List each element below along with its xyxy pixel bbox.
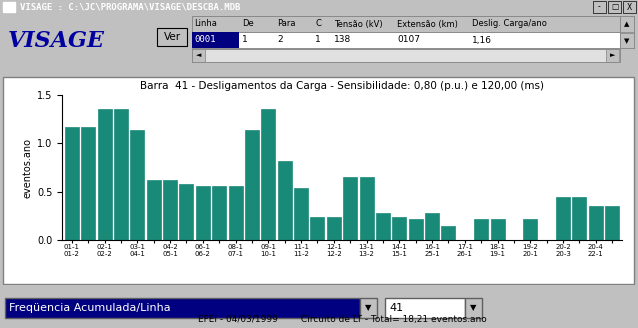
Bar <box>620 33 634 48</box>
Text: 2: 2 <box>277 35 283 45</box>
Bar <box>147 180 161 240</box>
Bar <box>425 213 439 240</box>
Text: De: De <box>242 19 254 29</box>
Text: C: C <box>315 19 321 29</box>
Bar <box>3 2 15 12</box>
Bar <box>192 32 239 48</box>
Text: ▼: ▼ <box>625 38 630 44</box>
Bar <box>589 206 603 240</box>
Text: 1: 1 <box>315 35 321 45</box>
Bar <box>192 16 620 32</box>
Text: -: - <box>598 3 601 11</box>
Bar <box>192 49 620 62</box>
Text: ►: ► <box>610 52 615 58</box>
Bar <box>163 180 177 240</box>
Y-axis label: eventos.ano: eventos.ano <box>23 137 33 197</box>
Bar <box>343 177 357 240</box>
Text: X: X <box>627 3 632 11</box>
Bar <box>572 197 586 240</box>
Bar <box>441 226 456 240</box>
Text: ◄: ◄ <box>196 52 201 58</box>
Bar <box>474 219 488 240</box>
Text: EFEI - 04/03/1999        Circuito de LT - Total= 18,21 eventos.ano: EFEI - 04/03/1999 Circuito de LT - Total… <box>198 316 486 324</box>
Bar <box>130 130 144 240</box>
Bar <box>606 49 619 62</box>
Text: ▲: ▲ <box>625 21 630 27</box>
Bar <box>311 217 324 240</box>
Bar <box>278 161 292 240</box>
Bar <box>157 28 187 46</box>
Text: 1: 1 <box>242 35 248 45</box>
Bar <box>360 177 373 240</box>
Bar <box>360 298 377 318</box>
Text: Extensão (km): Extensão (km) <box>397 19 458 29</box>
Bar <box>593 1 606 13</box>
Bar <box>465 298 482 318</box>
Text: VISAGE: VISAGE <box>8 30 105 52</box>
Text: VISAGE : C:\JC\PROGRAMA\VISAGE\DESCBA.MDB: VISAGE : C:\JC\PROGRAMA\VISAGE\DESCBA.MD… <box>20 3 241 11</box>
Bar <box>192 49 205 62</box>
Text: ▼: ▼ <box>470 303 477 313</box>
Bar <box>623 1 636 13</box>
Text: 1,16: 1,16 <box>472 35 492 45</box>
Bar <box>228 186 242 240</box>
Text: □: □ <box>611 3 618 11</box>
Bar <box>262 110 275 240</box>
Bar <box>605 206 619 240</box>
Bar <box>556 197 570 240</box>
Bar <box>212 186 226 240</box>
Text: Ver: Ver <box>163 32 181 42</box>
Bar <box>294 188 308 240</box>
Bar <box>114 110 128 240</box>
Title: Barra  41 - Desligamentos da Carga - Sensibilidade: 0,80 (p.u.) e 120,00 (ms): Barra 41 - Desligamentos da Carga - Sens… <box>140 81 544 92</box>
Bar <box>376 213 390 240</box>
Bar <box>98 110 112 240</box>
Bar <box>245 130 259 240</box>
Bar <box>620 16 634 32</box>
Bar <box>392 217 406 240</box>
Bar <box>192 32 620 48</box>
Text: Linha: Linha <box>194 19 217 29</box>
Text: 0107: 0107 <box>397 35 420 45</box>
Bar <box>385 298 465 318</box>
Bar <box>5 298 360 318</box>
Text: 0001: 0001 <box>194 35 216 45</box>
Bar <box>409 219 422 240</box>
Bar <box>65 127 78 240</box>
Bar <box>620 16 634 48</box>
Text: Tensão (kV): Tensão (kV) <box>334 19 383 29</box>
Bar <box>327 217 341 240</box>
Bar <box>81 127 95 240</box>
Text: ▼: ▼ <box>365 303 372 313</box>
Text: Para: Para <box>277 19 295 29</box>
Bar <box>196 186 210 240</box>
Text: 41: 41 <box>389 303 403 313</box>
Text: Freqüencia Acumulada/Linha: Freqüencia Acumulada/Linha <box>9 303 170 313</box>
Bar <box>179 184 193 240</box>
Bar <box>491 219 505 240</box>
Bar <box>523 219 537 240</box>
Bar <box>608 1 621 13</box>
Text: 138: 138 <box>334 35 352 45</box>
Text: Deslig. Carga/ano: Deslig. Carga/ano <box>472 19 547 29</box>
